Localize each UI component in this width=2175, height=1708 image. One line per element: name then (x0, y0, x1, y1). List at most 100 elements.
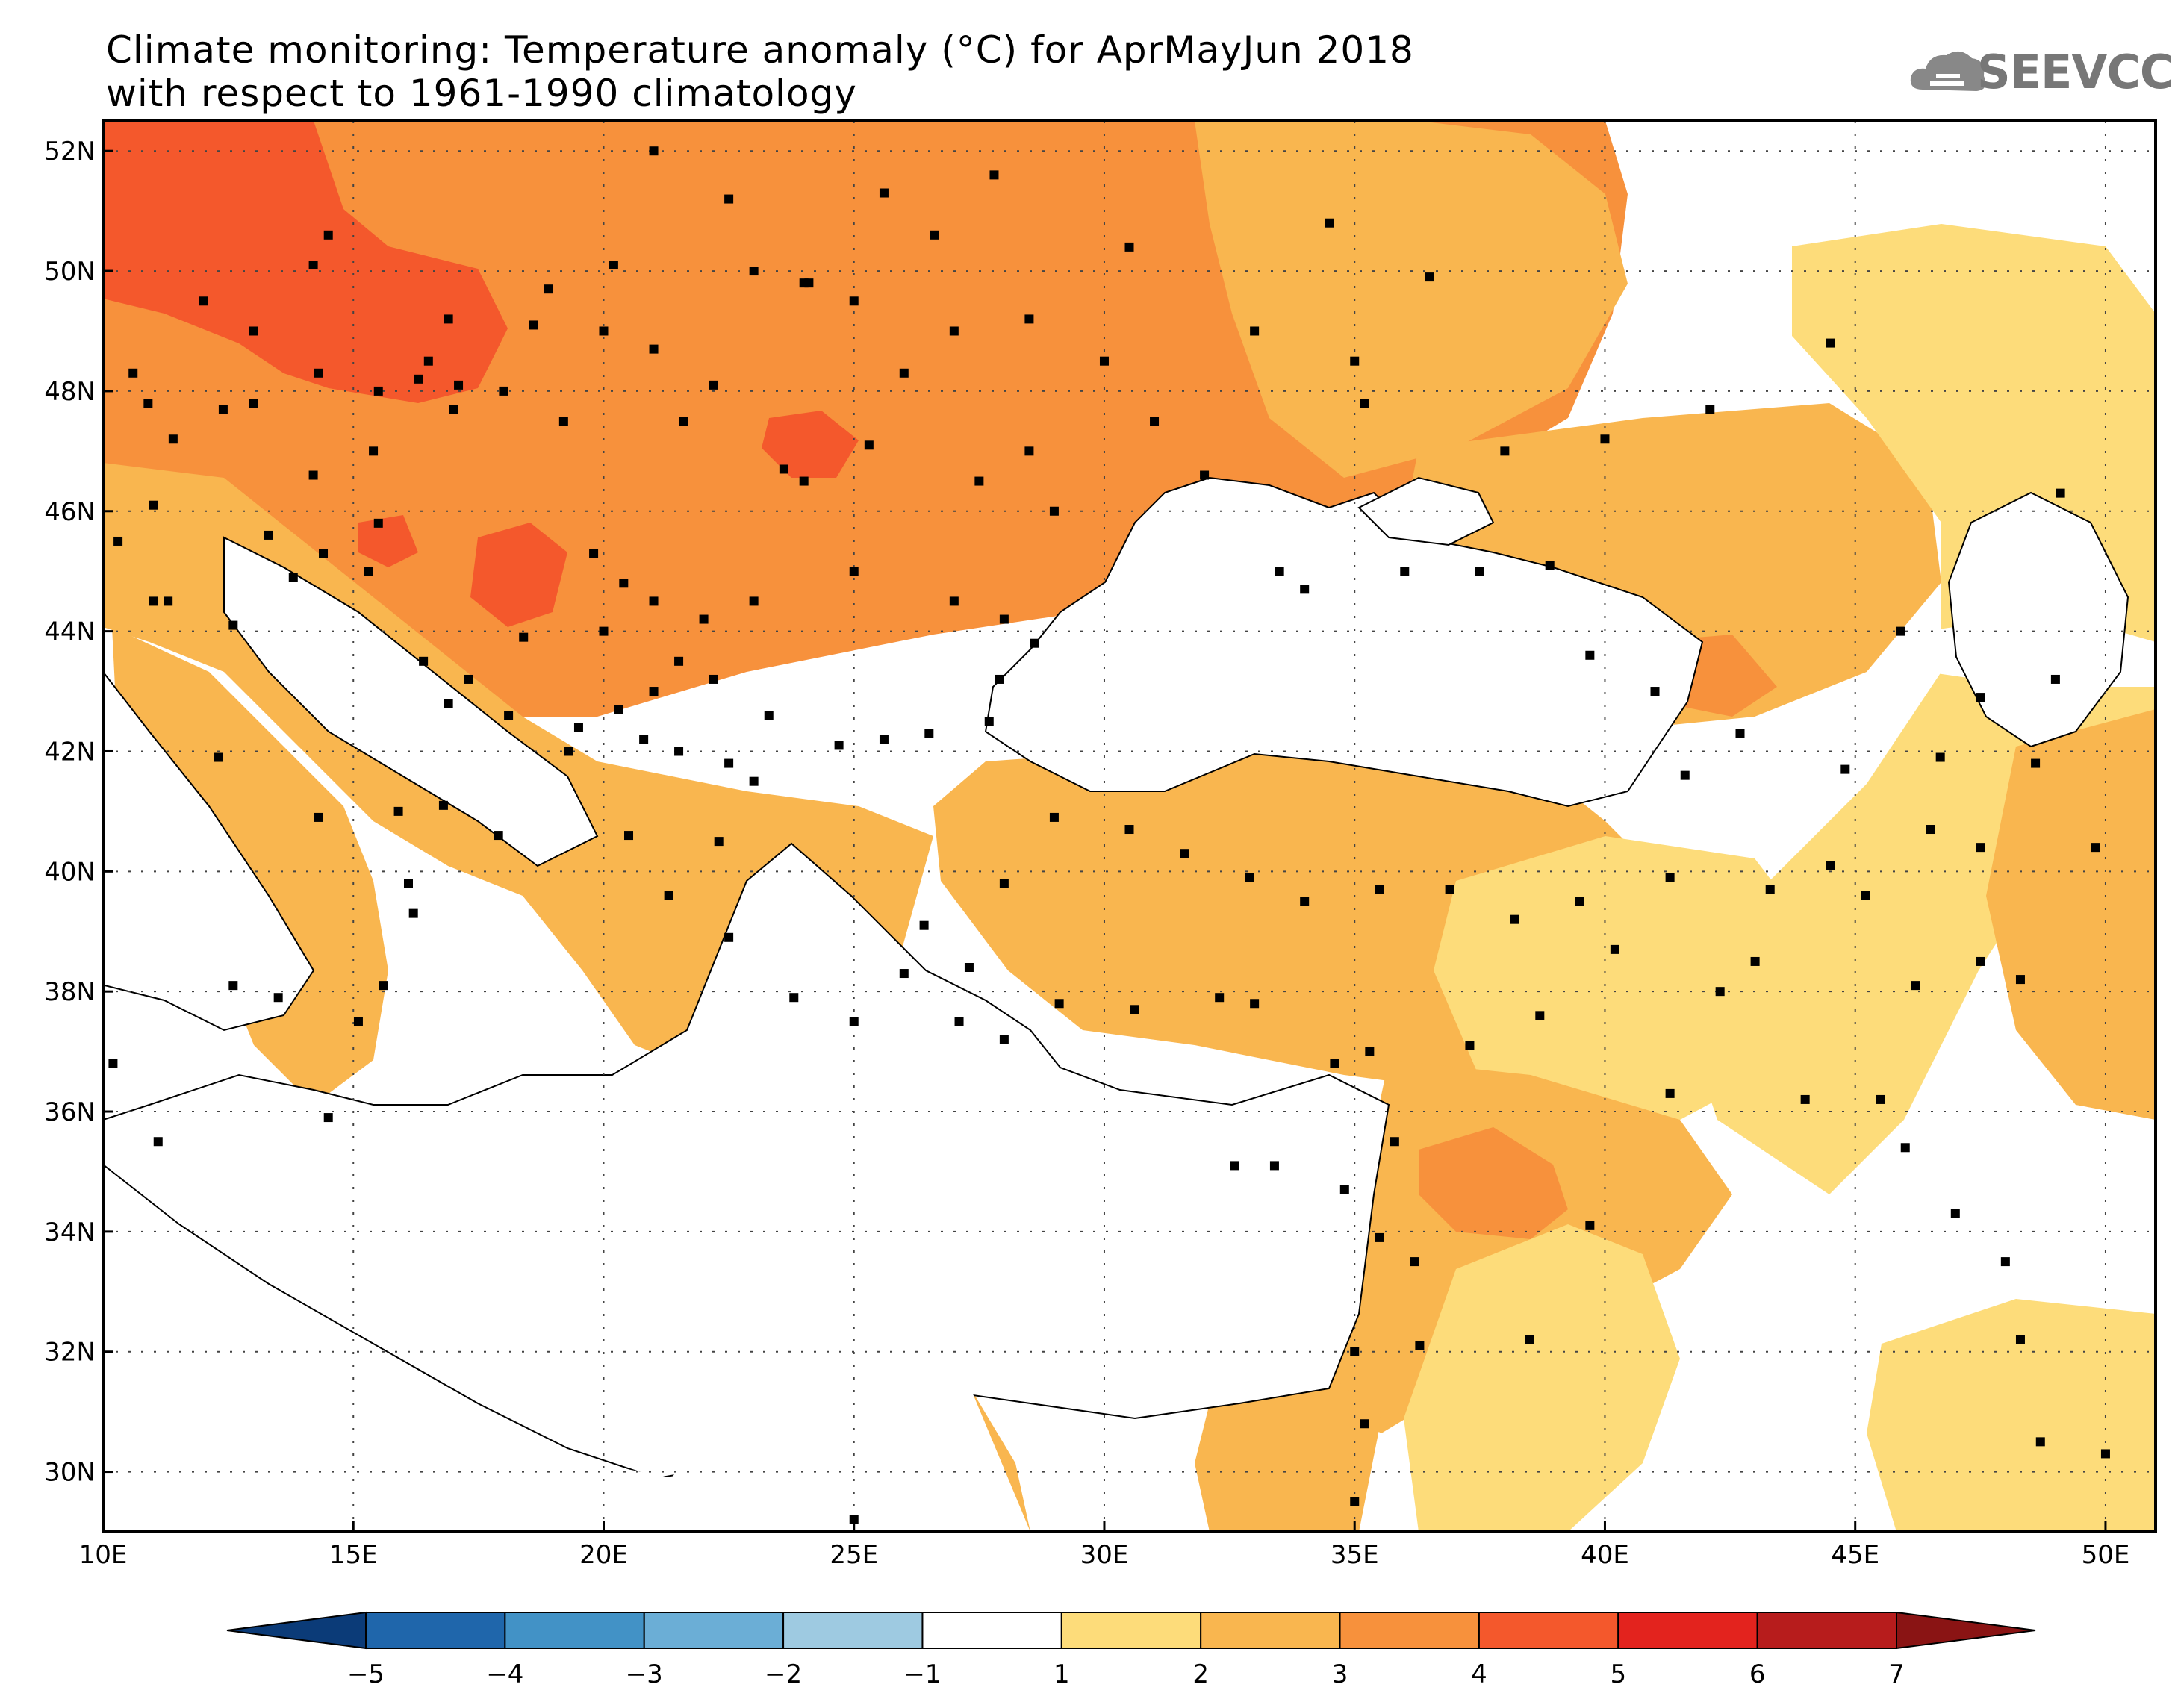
station-marker (1545, 561, 1555, 570)
station-marker (1350, 1497, 1360, 1506)
station-marker (1976, 693, 1985, 702)
station-marker (999, 879, 1009, 888)
station-marker (454, 380, 464, 390)
station-marker (1245, 873, 1254, 882)
station-marker (504, 711, 514, 720)
station-marker (529, 320, 538, 330)
station-marker (314, 812, 323, 822)
station-marker (1300, 897, 1310, 906)
station-marker (1896, 626, 1905, 636)
station-marker (649, 146, 659, 156)
station-marker (974, 476, 984, 486)
station-marker (2015, 975, 2025, 985)
station-marker (1425, 272, 1434, 282)
station-marker (649, 344, 659, 354)
station-marker (1350, 1347, 1360, 1356)
station-marker (1840, 764, 1850, 774)
station-marker (949, 326, 959, 336)
station-marker (649, 596, 659, 606)
station-marker (308, 470, 318, 480)
station-marker (1415, 1341, 1425, 1350)
station-marker (899, 368, 909, 378)
station-marker (143, 399, 153, 408)
station-marker (849, 296, 859, 306)
station-marker (149, 500, 158, 510)
lat-tick-label: 44N (44, 617, 96, 647)
station-marker (1500, 446, 1510, 456)
colorbar-segment (782, 1612, 924, 1649)
station-marker (128, 368, 138, 378)
station-marker (2015, 1335, 2025, 1344)
station-marker (709, 674, 718, 684)
station-markers (108, 146, 2110, 1524)
field-4-5-central-europe (103, 121, 508, 403)
colorbar-segment (1756, 1612, 1898, 1649)
colorbar-segment (1060, 1612, 1202, 1649)
colorbar-segment (1200, 1612, 1341, 1649)
lon-tick-label: 30E (1080, 1540, 1129, 1570)
station-marker (674, 747, 684, 756)
station-marker (1665, 1088, 1675, 1098)
station-marker (1124, 825, 1134, 835)
field-4-5-croatia (470, 523, 567, 627)
station-marker (2035, 1437, 2045, 1447)
colorbar-label: 4 (1471, 1659, 1487, 1689)
station-marker (544, 284, 553, 294)
station-marker (1680, 770, 1690, 780)
lon-tick-label: 25E (830, 1540, 878, 1570)
station-marker (749, 596, 759, 606)
station-marker (1339, 1185, 1349, 1194)
station-marker (113, 536, 123, 546)
station-marker (1585, 650, 1595, 660)
colorbar-label: −1 (903, 1659, 941, 1689)
station-marker (999, 614, 1009, 624)
station-marker (1390, 1137, 1399, 1147)
colorbar: −5 −4 −3 −2 −1 1 2 3 4 5 6 7 (226, 1611, 2036, 1689)
station-marker (353, 1017, 363, 1026)
adriatic-sea (223, 536, 599, 867)
station-marker (1525, 1335, 1534, 1344)
station-marker (373, 518, 383, 528)
field-4-5-slovenia (358, 515, 418, 567)
lat-tick-label: 36N (44, 1097, 96, 1127)
title-line-2: with respect to 1961-1990 climatology (106, 72, 857, 115)
station-marker (1911, 981, 1920, 991)
station-marker (674, 656, 684, 666)
station-marker (699, 614, 709, 624)
colorbar-segment (921, 1612, 1062, 1649)
station-marker (2000, 1257, 2010, 1267)
lat-tick-label: 40N (44, 857, 96, 887)
field-3-4-syria (1419, 1127, 1568, 1239)
station-marker (1976, 956, 1985, 966)
station-marker (288, 573, 298, 582)
station-marker (149, 596, 158, 606)
station-marker (849, 567, 859, 576)
station-marker (989, 170, 999, 180)
station-marker (624, 831, 634, 841)
station-marker (1099, 356, 1109, 366)
colorbar-segment (365, 1612, 506, 1649)
station-marker (1926, 825, 1935, 835)
station-marker (599, 326, 609, 336)
station-marker (1800, 1094, 1810, 1104)
lon-tick-label: 40E (1581, 1540, 1629, 1570)
station-marker (714, 837, 724, 847)
station-marker (1049, 506, 1059, 516)
station-marker (1200, 470, 1210, 480)
station-marker (724, 932, 734, 942)
station-marker (564, 747, 573, 756)
north-africa-land (103, 1269, 1030, 1532)
latitude-ticks: 52N 50N 48N 46N 44N 42N 40N 38N 36N 34N 32N 30N (44, 137, 113, 1488)
sea-of-azov (1357, 476, 1495, 546)
station-marker (1180, 849, 1189, 858)
colorbar-label: 6 (1749, 1659, 1766, 1689)
colorbar-label: −5 (347, 1659, 385, 1689)
station-marker (2056, 488, 2065, 498)
station-marker (249, 399, 258, 408)
station-marker (1030, 638, 1039, 648)
station-marker (1054, 999, 1064, 1009)
anomaly-fields (103, 121, 2156, 1532)
station-marker (919, 920, 929, 930)
lon-tick-label: 10E (79, 1540, 128, 1570)
